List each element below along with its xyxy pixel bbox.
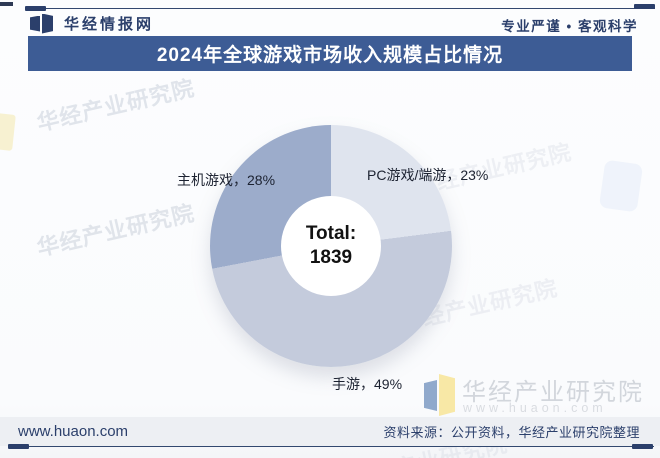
bottom-rule-line [8, 446, 654, 447]
title-banner: 2024年全球游戏市场收入规模占比情况 [28, 36, 632, 71]
diagonal-watermark: 华经产业研究院 [34, 200, 198, 261]
bottom-rule-dash-right [632, 444, 653, 449]
footer-site-url: www.huaon.com [18, 423, 129, 440]
brand-header: 华经情报网 [30, 13, 154, 34]
chart-title: 2024年全球游戏市场收入规模占比情况 [156, 45, 504, 66]
diagonal-watermark: 华经产业研究院 [34, 75, 198, 136]
brand-name: 华经情报网 [64, 16, 155, 33]
footer-strip: www.huaon.com 资料来源：公开资料，华经产业研究院整理 [0, 417, 660, 446]
slice-label-mobile: 手游，49% [332, 376, 403, 392]
bottom-rule-dash-left [8, 444, 29, 449]
watermark-logo-icon [424, 374, 456, 416]
slice-label-pc: PC游戏/端游，23% [367, 167, 489, 183]
watermark-fragment-yellow [0, 113, 16, 151]
slice-label-console: 主机游戏，28% [177, 172, 276, 188]
donut-center-label: Total: 1839 [210, 222, 452, 270]
donut-total-label: Total: [305, 223, 357, 244]
header-slogan: 专业严谨 • 客观科学 [501, 19, 638, 34]
top-rule-line [25, 8, 655, 9]
watermark-brand-text: 华经产业研究院 [462, 379, 644, 406]
watermark-url-text: www.huaon.com [463, 401, 607, 415]
donut-total-value: 1839 [309, 246, 353, 268]
donut-hole [281, 196, 381, 296]
top-rule-dash-left [25, 6, 46, 11]
top-left-crop-mark [0, 2, 13, 6]
top-rule-dash-right [634, 4, 655, 9]
footer-source-note: 资料来源：公开资料，华经产业研究院整理 [383, 425, 640, 440]
brand-logo-icon [30, 13, 55, 34]
watermark-fragment-blue [598, 159, 644, 213]
